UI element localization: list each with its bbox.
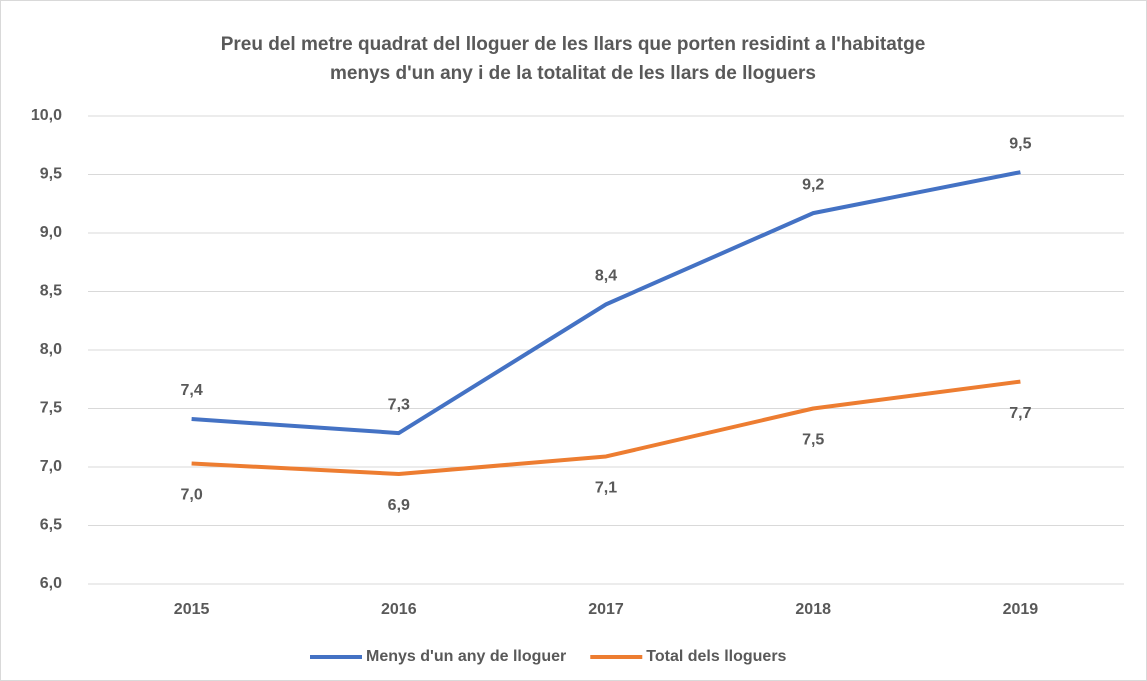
x-tick-label: 2019	[1003, 601, 1039, 618]
data-label: 8,4	[595, 268, 617, 285]
x-tick-label: 2018	[795, 601, 831, 618]
data-label: 7,3	[388, 396, 410, 413]
data-label: 7,5	[802, 432, 824, 449]
data-label: 9,5	[1009, 135, 1031, 152]
x-tick-label: 2017	[588, 601, 624, 618]
y-tick-label: 10,0	[31, 107, 62, 124]
y-tick-label: 9,0	[40, 224, 62, 241]
legend-label: Menys d'un any de lloguer	[366, 648, 566, 665]
legend-label: Total dels lloguers	[646, 648, 786, 665]
data-label: 6,9	[388, 497, 410, 514]
y-tick-label: 7,0	[40, 458, 62, 475]
y-tick-label: 7,5	[40, 400, 62, 417]
chart-title: Preu del metre quadrat del lloguer de le…	[221, 34, 926, 55]
y-tick-label: 9,5	[40, 166, 62, 183]
line-series	[191, 379, 1021, 477]
data-label: 7,1	[595, 480, 617, 497]
data-label: 7,4	[180, 382, 202, 399]
y-tick-label: 6,5	[40, 517, 62, 534]
chart-title: menys d'un any i de la totalitat de les …	[330, 63, 816, 84]
line-series	[191, 170, 1021, 436]
x-tick-label: 2016	[381, 601, 417, 618]
data-label: 7,0	[180, 487, 202, 504]
y-tick-label: 8,0	[40, 341, 62, 358]
y-tick-label: 8,5	[40, 283, 62, 300]
data-label: 7,7	[1009, 405, 1031, 422]
y-tick-label: 6,0	[40, 575, 62, 592]
x-tick-label: 2015	[174, 601, 210, 618]
data-label: 9,2	[802, 176, 824, 193]
